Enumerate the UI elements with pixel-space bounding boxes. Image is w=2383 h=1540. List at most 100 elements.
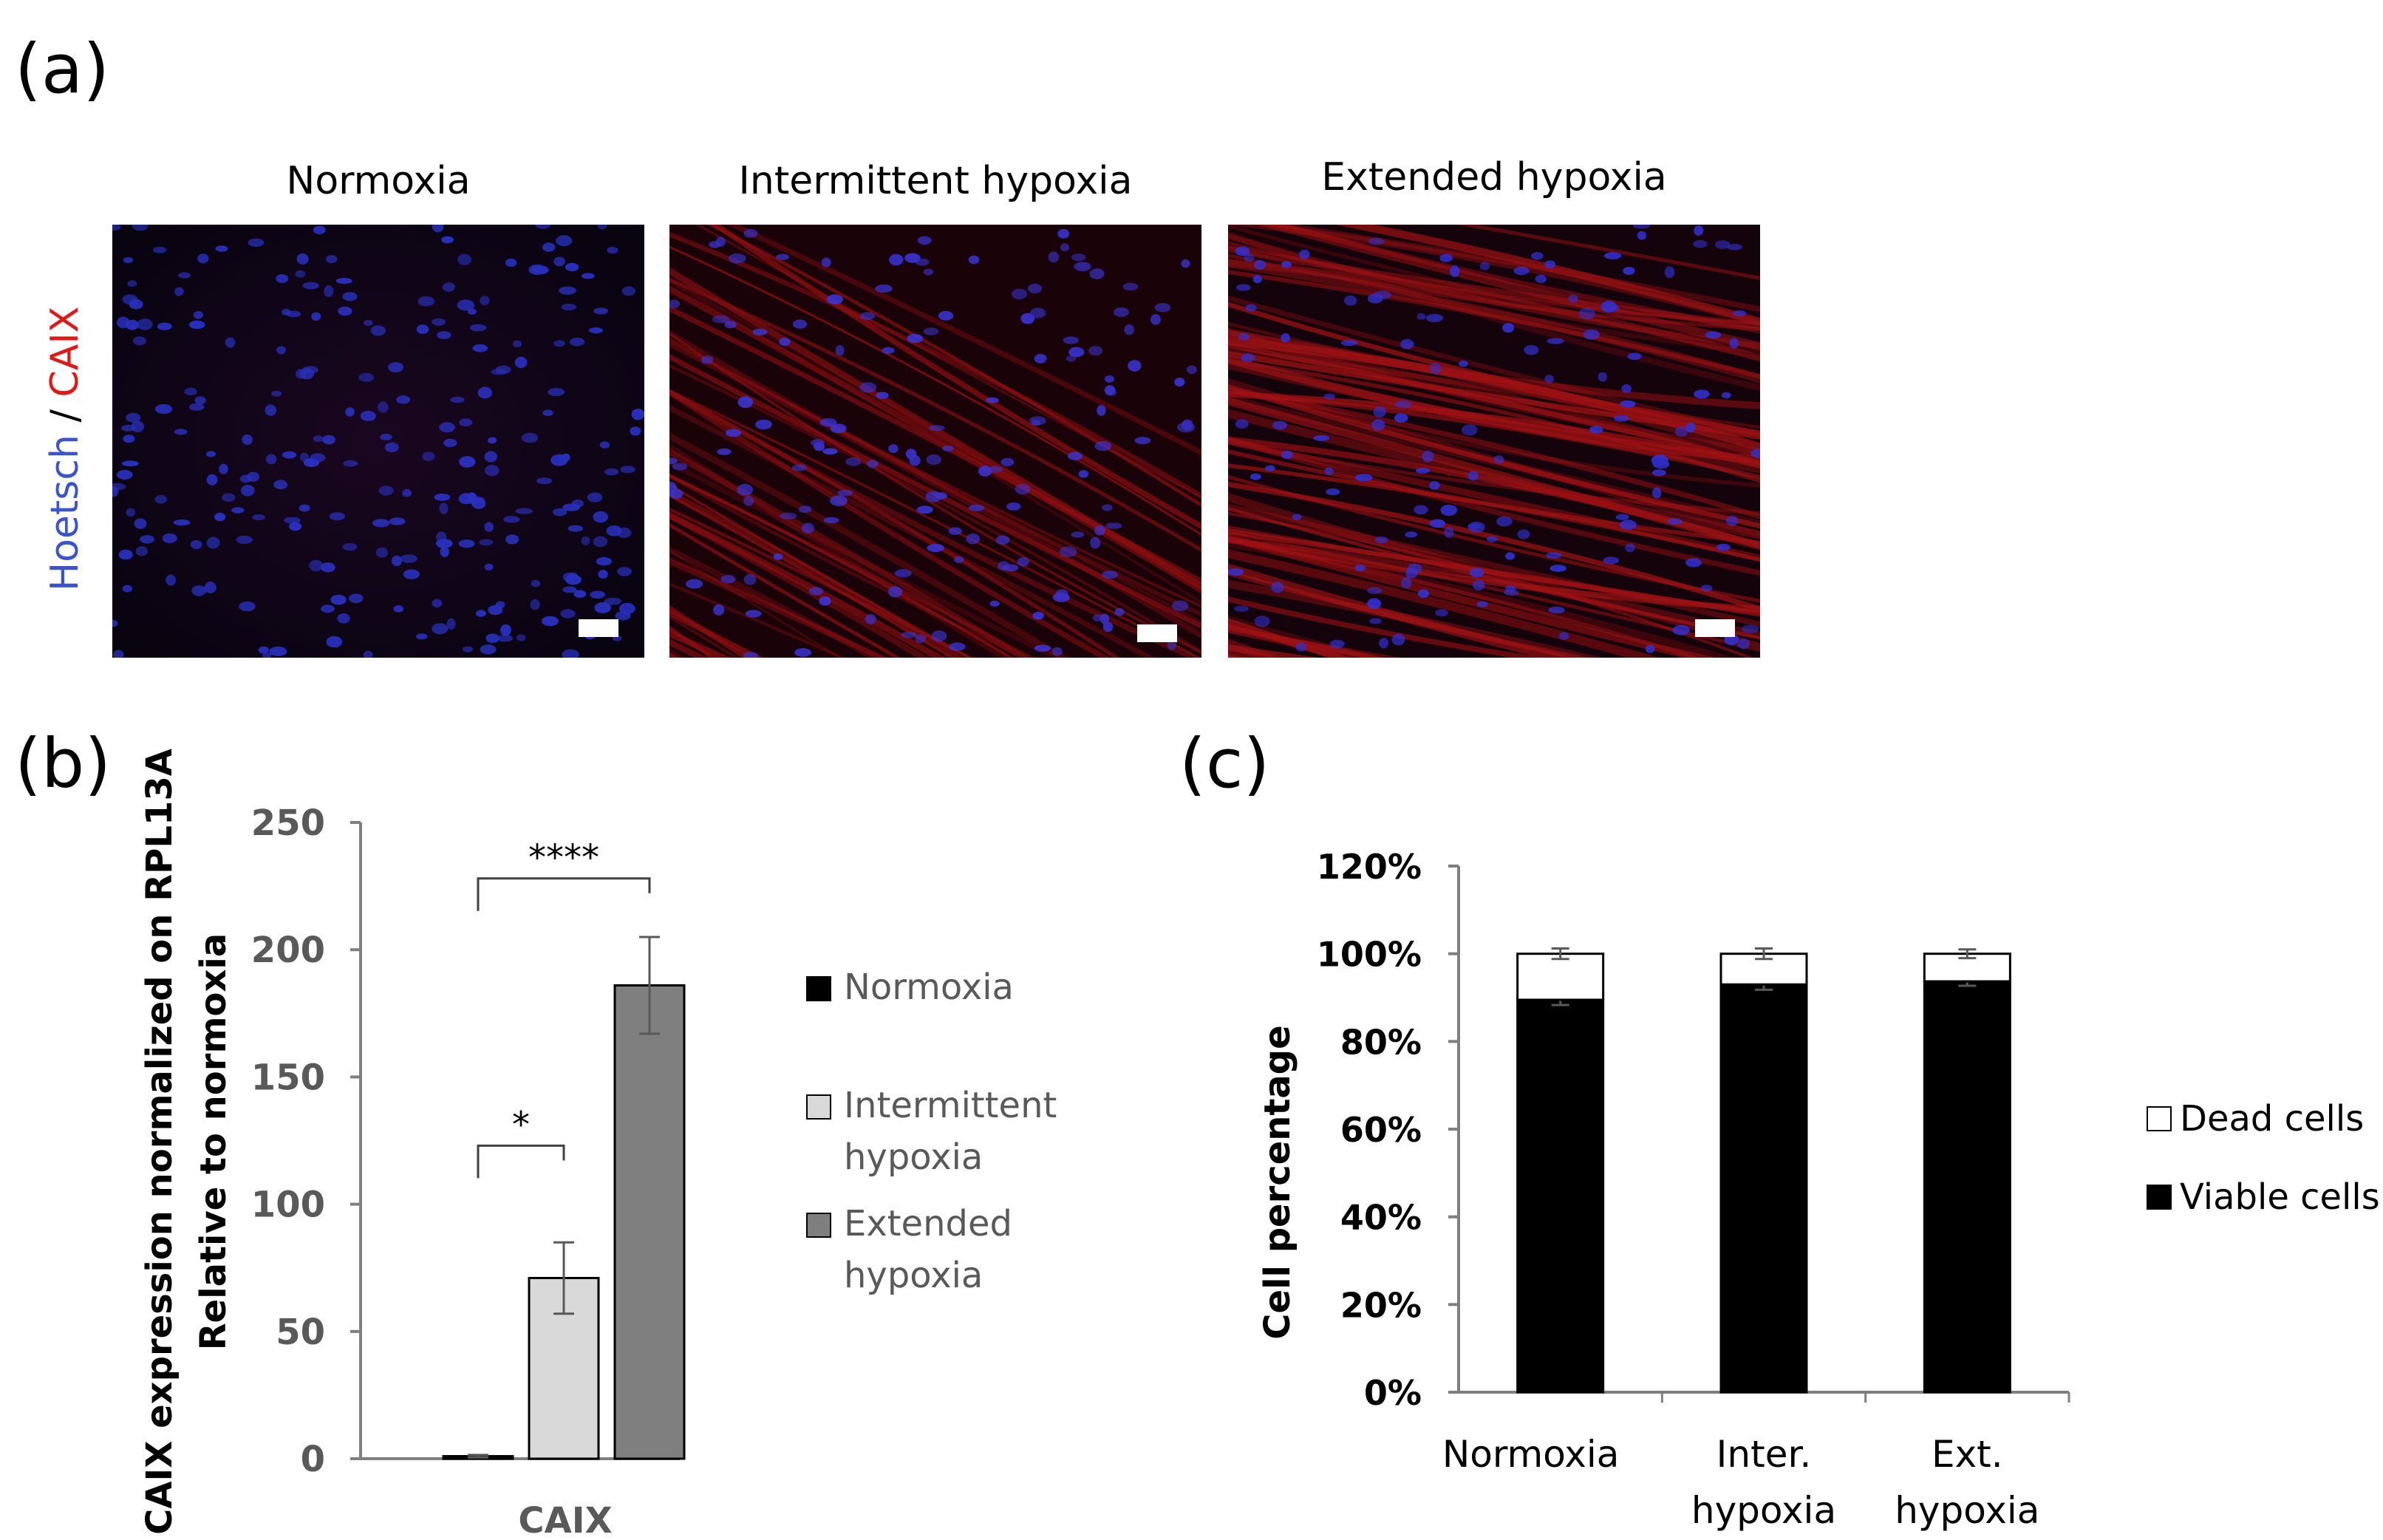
nucleus <box>1416 313 1426 320</box>
nucleus <box>542 242 556 252</box>
nucleus <box>1281 261 1292 268</box>
nucleus <box>1737 638 1750 650</box>
nucleus <box>986 397 999 403</box>
y-tick-label: 100% <box>1317 935 1422 975</box>
caix-fiber <box>669 305 1201 585</box>
nucleus <box>491 369 508 375</box>
nucleus <box>808 587 823 596</box>
nucleus <box>342 292 358 301</box>
nucleus <box>242 435 253 445</box>
nucleus <box>480 296 490 306</box>
stain-label-separator: / <box>43 397 87 435</box>
nucleus <box>1493 455 1504 464</box>
nucleus <box>282 451 297 459</box>
nucleus <box>553 256 565 267</box>
caix-fiber <box>710 225 1201 530</box>
nucleus <box>126 508 136 517</box>
nucleus <box>215 245 228 252</box>
legend-swatch <box>806 976 831 1001</box>
nucleus <box>604 468 619 476</box>
nucleus <box>752 328 768 335</box>
nucleus <box>556 235 573 247</box>
nucleus <box>132 336 146 346</box>
nucleus <box>830 495 848 506</box>
nucleus <box>303 458 320 467</box>
nucleus <box>1241 353 1255 363</box>
nucleus <box>567 572 579 582</box>
nucleus <box>1583 329 1600 340</box>
caix-fiber <box>1228 624 1384 658</box>
nucleus <box>1614 415 1629 422</box>
nucleus <box>321 604 335 613</box>
nucleus <box>432 225 444 233</box>
nucleus <box>1074 262 1091 272</box>
nucleus <box>915 258 930 266</box>
nucleus <box>1329 639 1345 649</box>
chart-c-plot: 0% 20% 40% 60% 80% 100% 120% Normoxia Inter. hypo… <box>1257 847 2380 1532</box>
y-tick-label: 50 <box>276 1312 325 1353</box>
nucleus <box>466 492 477 504</box>
nucleus <box>378 401 389 413</box>
nucleus <box>882 347 895 354</box>
nucleus <box>550 454 568 466</box>
nucleus <box>1705 331 1722 339</box>
nucleus <box>364 319 373 327</box>
nucleus <box>1367 587 1383 594</box>
significance-label: * <box>512 1104 530 1145</box>
nucleus <box>1114 607 1125 616</box>
nucleus <box>343 460 358 467</box>
nucleus <box>917 236 932 245</box>
nucleus <box>248 238 265 247</box>
nucleus <box>876 392 889 399</box>
nucleus <box>153 246 167 253</box>
nucleus <box>388 362 404 372</box>
nucleus <box>1462 424 1478 436</box>
nucleus <box>593 536 608 548</box>
nucleus <box>1621 384 1632 393</box>
nucleus <box>252 514 265 520</box>
nucleus <box>166 574 176 586</box>
nucleus <box>1714 240 1731 249</box>
nucleus <box>1716 543 1731 551</box>
caix-fiber <box>669 340 1201 639</box>
nucleus <box>1067 452 1083 460</box>
nucleus <box>1368 237 1385 245</box>
nucleus <box>606 525 622 536</box>
caix-fiber <box>1228 390 1760 480</box>
nucleus <box>1174 378 1185 386</box>
nucleus <box>1417 589 1430 599</box>
nucleus <box>400 554 417 563</box>
nucleus <box>620 466 635 474</box>
x-tick-label: CAIX <box>518 1500 612 1540</box>
nucleus <box>737 396 754 409</box>
nucleus <box>329 512 345 521</box>
nucleus <box>1020 313 1035 324</box>
caix-fiber <box>1228 241 1760 325</box>
nucleus <box>561 303 577 311</box>
caix-fiber <box>1228 253 1760 331</box>
nucleus <box>1015 483 1031 495</box>
nucleus <box>1721 392 1731 399</box>
nucleus <box>1254 616 1270 627</box>
nucleus <box>1186 365 1197 375</box>
nucleus <box>1254 259 1266 270</box>
nucleus <box>1017 557 1029 567</box>
nucleus <box>295 369 307 379</box>
nucleus <box>1414 505 1428 515</box>
nucleus <box>439 502 449 514</box>
caix-fiber <box>669 582 846 658</box>
nucleus <box>709 241 721 248</box>
nucleus <box>588 327 604 334</box>
nucleus <box>865 614 876 624</box>
x-tick-label: hypoxia <box>1691 1489 1836 1532</box>
nucleus <box>225 337 236 348</box>
nucleus <box>1603 556 1620 565</box>
nucleus <box>1063 336 1079 344</box>
nucleus <box>190 539 202 550</box>
nucleus <box>888 444 899 454</box>
nucleus <box>1598 372 1608 382</box>
y-tick-label: 0% <box>1364 1373 1422 1413</box>
nucleus <box>826 294 843 304</box>
nucleus <box>416 633 428 640</box>
nucleus <box>265 404 277 416</box>
